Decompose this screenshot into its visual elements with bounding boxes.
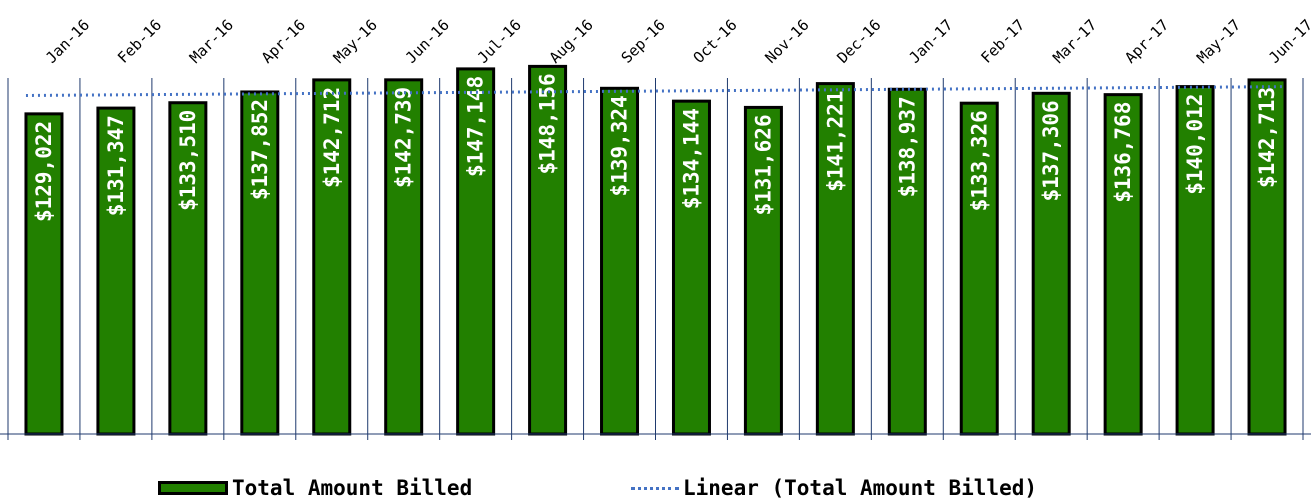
x-tick-label: Jun-16: [402, 16, 453, 67]
x-tick-label: Jul-16: [474, 16, 525, 67]
x-tick-label: Jun-17: [1265, 16, 1311, 67]
x-tick-label: Sep-16: [618, 16, 669, 67]
data-label: $136,768: [1111, 102, 1135, 203]
bar-series: [24, 64, 1287, 436]
data-label: $137,306: [1039, 100, 1063, 201]
legend-label-trendline: Linear (Total Amount Billed): [683, 476, 1038, 500]
bar-chart: $129,022 $131,347 $133,510 $137,852 $142,712…: [0, 16, 1311, 440]
x-tick-label: Mar-17: [1049, 16, 1100, 67]
data-label: $139,324: [608, 95, 632, 196]
bar: [24, 112, 64, 436]
data-label: $142,713: [1255, 87, 1279, 188]
data-label: $133,326: [967, 110, 991, 211]
legend-trendline-swatch: [631, 486, 679, 490]
data-label: $140,012: [1183, 94, 1207, 195]
bar: [887, 87, 927, 436]
data-label: $137,852: [248, 99, 272, 200]
legend-label-bars: Total Amount Billed: [232, 476, 473, 500]
x-tick-label: Feb-16: [114, 16, 165, 67]
legend-bar-swatch: [158, 481, 228, 495]
data-label: $148,156: [536, 73, 560, 174]
x-tick-label: May-16: [330, 16, 381, 67]
data-label: $133,510: [176, 110, 200, 211]
x-tick-labels: Jan-16 Feb-16 Mar-16 Apr-16 May-16 Jun-16 Jul-…: [42, 16, 1311, 67]
x-tick-label: May-17: [1193, 16, 1244, 67]
data-label: $131,626: [751, 114, 775, 215]
x-tick-label: Apr-17: [1121, 16, 1172, 67]
x-tick-label: Dec-16: [833, 16, 884, 67]
bar: [168, 101, 208, 436]
bar: [1175, 85, 1215, 436]
x-tick-label: Apr-16: [258, 16, 309, 67]
legend: Total Amount Billed Linear (Total Amount…: [0, 475, 1311, 501]
bar: [743, 105, 783, 436]
data-label: $138,937: [895, 96, 919, 197]
legend-item-trendline: Linear (Total Amount Billed): [631, 475, 1037, 501]
data-label: $141,221: [823, 91, 847, 192]
bar: [240, 90, 280, 436]
data-label: $142,712: [320, 87, 344, 188]
data-label: $134,144: [679, 108, 703, 209]
x-tick-label: Jan-16: [42, 16, 93, 67]
bar: [1103, 93, 1143, 436]
data-label: $142,739: [392, 87, 416, 188]
data-labels: $129,022 $131,347 $133,510 $137,852 $142,712…: [32, 73, 1279, 222]
x-tick-label: Jan-17: [905, 16, 956, 67]
legend-item-bars: Total Amount Billed: [158, 475, 472, 501]
x-tick-label: Mar-16: [186, 16, 237, 67]
x-tick-label: Oct-16: [690, 16, 741, 67]
x-tick-label: Aug-16: [546, 16, 597, 67]
data-label: $129,022: [32, 121, 56, 222]
data-label: $131,347: [104, 115, 128, 216]
x-tick-label: Nov-16: [762, 16, 813, 67]
vertical-gridlines: [7, 78, 1304, 440]
data-label: $147,148: [464, 76, 488, 177]
x-tick-label: Feb-17: [977, 16, 1028, 67]
bar: [671, 99, 711, 436]
bar: [959, 101, 999, 436]
